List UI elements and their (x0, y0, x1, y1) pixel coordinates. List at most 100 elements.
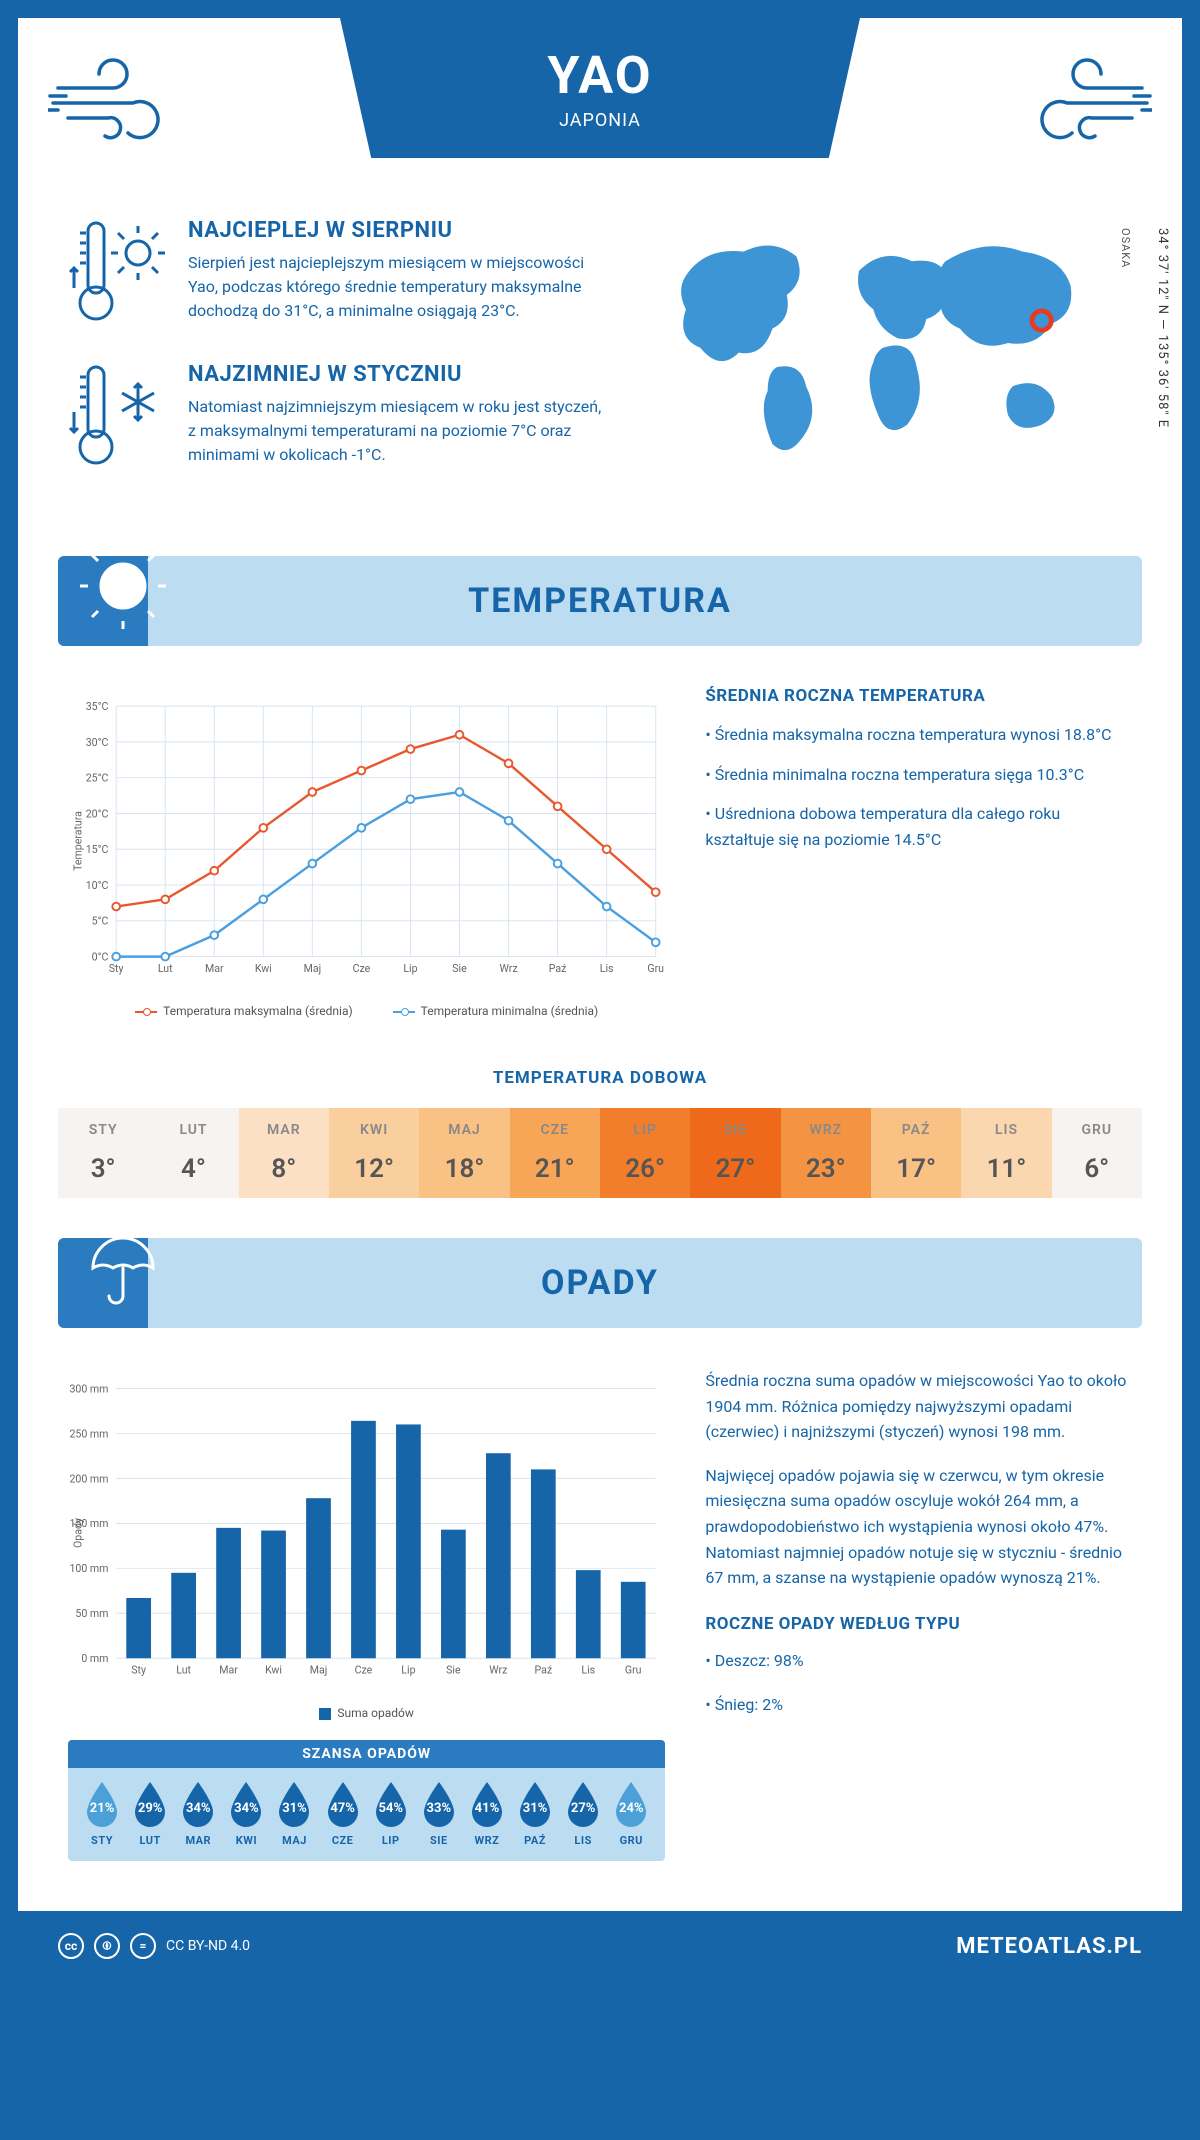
rain-chance-cell: 34% MAR (174, 1780, 222, 1847)
rain-chance-title: SZANSA OPADÓW (68, 1740, 665, 1768)
wind-icon-right (1012, 48, 1152, 152)
footer: cc 🅯 = CC BY-ND 4.0 METEOATLAS.PL (18, 1911, 1182, 1981)
rain-chance-cell: 27% LIS (559, 1780, 607, 1847)
raindrop-icon: 34% (177, 1780, 219, 1828)
rain-note: Najwięcej opadów pojawia się w czerwcu, … (705, 1463, 1132, 1591)
svg-text:25°C: 25°C (86, 772, 109, 785)
page: YAO JAPONIA (0, 0, 1200, 1999)
rain-chance-cell: 47% CZE (319, 1780, 367, 1847)
daily-temp-cell: GRU 6° (1052, 1108, 1142, 1198)
temp-note: • Średnia minimalna roczna temperatura s… (705, 762, 1132, 788)
rain-note: Średnia roczna suma opadów w miejscowośc… (705, 1368, 1132, 1445)
svg-text:Lip: Lip (403, 962, 417, 975)
temp-chart-legend: Temperatura maksymalna (średnia) Tempera… (68, 1004, 665, 1018)
svg-text:Paź: Paź (534, 1664, 552, 1677)
svg-text:Cze: Cze (355, 1664, 373, 1677)
rain-legend: Suma opadów (68, 1706, 665, 1720)
svg-text:Sty: Sty (109, 962, 124, 975)
svg-text:250 mm: 250 mm (69, 1427, 108, 1440)
by-icon: 🅯 (94, 1933, 120, 1959)
svg-text:Mar: Mar (219, 1664, 238, 1677)
title-banner: YAO JAPONIA (340, 18, 860, 158)
daily-temp-cell: MAJ 18° (419, 1108, 509, 1198)
svg-text:Kwi: Kwi (255, 962, 272, 975)
rain-chance-box: SZANSA OPADÓW 21% STY 29% LUT 34% MAR 34… (68, 1740, 665, 1861)
daily-temp-cell: WRZ 23° (781, 1108, 871, 1198)
rain-bar-chart: 0 mm50 mm100 mm150 mm200 mm250 mm300 mm … (68, 1368, 665, 1702)
raindrop-icon: 34% (225, 1780, 267, 1828)
rain-chance-cell: 31% MAJ (270, 1780, 318, 1847)
daily-temp-cell: PAŹ 17° (871, 1108, 961, 1198)
svg-text:100 mm: 100 mm (69, 1562, 108, 1575)
coordinates: 34° 37' 12" N — 135° 36' 58" E (1155, 228, 1170, 428)
svg-text:Kwi: Kwi (265, 1664, 282, 1677)
raindrop-icon: 31% (514, 1780, 556, 1828)
raindrop-icon: 24% (610, 1780, 652, 1828)
hot-text: Sierpień jest najcieplejszym miesiącem w… (188, 251, 604, 323)
intro-section: NAJCIEPLEJ W SIERPNIU Sierpień jest najc… (18, 198, 1182, 536)
svg-text:Sty: Sty (131, 1664, 146, 1677)
daily-temp-cell: LIP 26° (600, 1108, 690, 1198)
temp-note: • Średnia maksymalna roczna temperatura … (705, 722, 1132, 748)
wind-icon-left (48, 48, 188, 152)
raindrop-icon: 29% (129, 1780, 171, 1828)
raindrop-icon: 21% (81, 1780, 123, 1828)
rain-chance-cell: 24% GRU (607, 1780, 655, 1847)
svg-text:Lip: Lip (401, 1664, 415, 1677)
svg-text:Sie: Sie (452, 962, 467, 975)
rain-chance-cell: 34% KWI (222, 1780, 270, 1847)
svg-text:300 mm: 300 mm (69, 1382, 108, 1395)
raindrop-icon: 33% (418, 1780, 460, 1828)
svg-text:Maj: Maj (304, 962, 322, 975)
svg-text:15°C: 15°C (86, 843, 109, 856)
rain-title: OPADY (541, 1263, 659, 1303)
svg-text:Sie: Sie (446, 1664, 461, 1677)
svg-text:Gru: Gru (625, 1664, 642, 1677)
svg-text:Lut: Lut (158, 962, 173, 975)
sun-icon (58, 556, 148, 646)
country-name: JAPONIA (340, 110, 860, 131)
rain-type: • Śnieg: 2% (705, 1692, 1132, 1718)
svg-text:Lis: Lis (600, 962, 614, 975)
svg-text:30°C: 30°C (86, 736, 109, 749)
world-map: OSAKA 34° 37' 12" N — 135° 36' 58" E (644, 218, 1132, 506)
hot-factoid: NAJCIEPLEJ W SIERPNIU Sierpień jest najc… (68, 218, 604, 332)
svg-text:Temperatura: Temperatura (71, 811, 84, 871)
svg-text:Paź: Paź (549, 962, 567, 975)
rain-chance-cell: 33% SIE (415, 1780, 463, 1847)
header: YAO JAPONIA (18, 18, 1182, 198)
raindrop-icon: 41% (466, 1780, 508, 1828)
daily-temp-cell: CZE 21° (510, 1108, 600, 1198)
cold-title: NAJZIMNIEJ W STYCZNIU (188, 362, 604, 387)
rain-chance-cell: 54% LIP (367, 1780, 415, 1847)
daily-temp-cell: LUT 4° (148, 1108, 238, 1198)
raindrop-icon: 54% (370, 1780, 412, 1828)
temperature-section-header: TEMPERATURA (58, 556, 1142, 646)
svg-text:0 mm: 0 mm (81, 1652, 108, 1665)
temp-notes-title: ŚREDNIA ROCZNA TEMPERATURA (705, 686, 1132, 706)
svg-text:Gru: Gru (647, 962, 664, 975)
temperature-line-chart: 0°C5°C10°C15°C20°C25°C30°C35°CStyLutMarK… (68, 686, 665, 1018)
rain-chance-cell: 21% STY (78, 1780, 126, 1847)
svg-text:Opady: Opady (71, 1518, 84, 1548)
cc-icon: cc (58, 1933, 84, 1959)
svg-text:Lis: Lis (581, 1664, 595, 1677)
raindrop-icon: 27% (562, 1780, 604, 1828)
svg-text:20°C: 20°C (86, 807, 109, 820)
rain-section-header: OPADY (58, 1238, 1142, 1328)
rain-chance-cell: 29% LUT (126, 1780, 174, 1847)
svg-text:50 mm: 50 mm (75, 1607, 108, 1620)
svg-text:200 mm: 200 mm (69, 1472, 108, 1485)
umbrella-icon (58, 1238, 148, 1328)
region-label: OSAKA (1119, 228, 1132, 268)
svg-text:10°C: 10°C (86, 879, 109, 892)
temperature-notes: ŚREDNIA ROCZNA TEMPERATURA • Średnia mak… (705, 686, 1132, 1018)
license: cc 🅯 = CC BY-ND 4.0 (58, 1933, 250, 1959)
daily-temp-cell: MAR 8° (239, 1108, 329, 1198)
svg-text:5°C: 5°C (92, 915, 109, 928)
rain-notes: Średnia roczna suma opadów w miejscowośc… (705, 1368, 1132, 1861)
hot-title: NAJCIEPLEJ W SIERPNIU (188, 218, 604, 243)
raindrop-icon: 47% (322, 1780, 364, 1828)
svg-text:Lut: Lut (176, 1664, 191, 1677)
svg-text:35°C: 35°C (86, 700, 109, 713)
